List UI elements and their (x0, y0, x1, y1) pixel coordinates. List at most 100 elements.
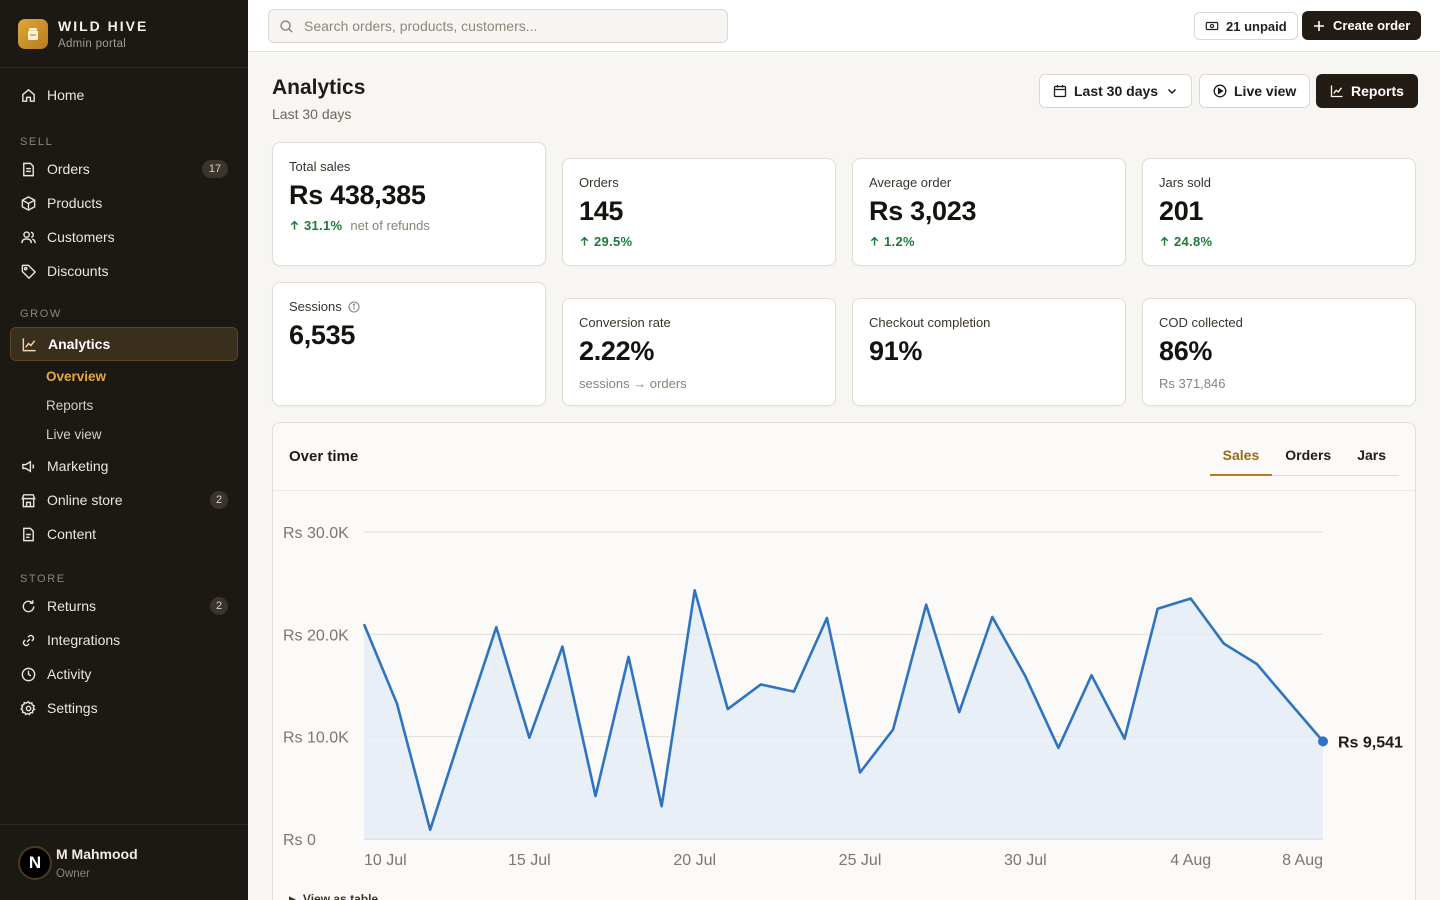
sidebar-item-label: Settings (47, 700, 98, 716)
sidebar-subitem-overview[interactable]: Overview (46, 369, 107, 384)
kpi-card-checkout-completion[interactable]: Checkout completion 91% (852, 298, 1126, 406)
kpi-card-total-sales[interactable]: Total sales Rs 438,385 31.1% net of refu… (272, 142, 546, 266)
search-input[interactable] (304, 18, 704, 34)
sidebar-item-label: Marketing (47, 458, 109, 474)
sidebar-item-online-store[interactable]: Online store 2 (10, 483, 238, 517)
box-icon (21, 195, 36, 211)
x-tick-label: 4 Aug (1170, 852, 1211, 869)
create-order-label: Create order (1333, 18, 1411, 33)
orders-icon (23, 162, 34, 176)
tab-jars[interactable]: Jars (1357, 447, 1386, 463)
kpi-card-cod-collected[interactable]: COD collected 86% Rs 371,846 (1142, 298, 1416, 406)
sales-over-time-chart[interactable]: Rs 0 Rs 10.0K Rs 20.0K Rs 30.0K Rs 9,541 10 J… (273, 491, 1415, 891)
brand-subtitle: Admin portal (58, 37, 127, 50)
info-icon[interactable] (348, 300, 360, 313)
sidebar-subitem-reports[interactable]: Reports (46, 398, 94, 413)
store-icon (21, 493, 36, 507)
page-subtitle: Last 30 days (272, 106, 352, 122)
kpi-label: Sessions (289, 299, 529, 314)
kpi-label: Orders (579, 175, 619, 190)
user-name: M Mahmood (56, 845, 138, 862)
sidebar-item-content[interactable]: Content (10, 517, 238, 551)
live-view-button[interactable]: Live view (1199, 74, 1311, 108)
x-tick-label: 15 Jul (508, 852, 551, 869)
kpi-label: Jars sold (1159, 175, 1212, 190)
nav-section-sell: SELL (20, 136, 54, 148)
y-tick-label: Rs 20.0K (283, 627, 349, 644)
kpi-delta: 29.5% (579, 234, 632, 249)
kpi-delta: 24.8% (1159, 234, 1212, 249)
kpi-card-orders[interactable]: Orders 145 29.5% (562, 158, 836, 266)
sidebar-subitem-live-view[interactable]: Live view (46, 427, 102, 442)
kpi-card-average-order[interactable]: Average order Rs 3,023 1.2% (852, 158, 1126, 266)
metric-tabs: Sales Orders Jars (1209, 441, 1399, 476)
tab-orders[interactable]: Orders (1285, 447, 1332, 463)
unpaid-orders-button[interactable]: 21 unpaid (1194, 12, 1298, 40)
sidebar-nav: Home SELL Orders 17 Products Customers D… (0, 68, 248, 725)
kpi-card-conversion-rate[interactable]: Conversion rate 2.22% sessions → orders (562, 298, 836, 406)
chart-line-icon (1330, 85, 1343, 98)
sidebar-item-integrations[interactable]: Integrations (10, 623, 238, 657)
home-icon (22, 88, 35, 102)
x-tick-label: 8 Aug (1282, 852, 1323, 869)
sidebar-item-settings[interactable]: Settings (10, 691, 238, 725)
series-area (364, 590, 1323, 839)
sidebar-item-home[interactable]: Home (10, 78, 238, 112)
arrow-up-icon (1160, 236, 1169, 246)
kpi-card-sessions[interactable]: Sessions 6,535 (272, 282, 546, 406)
sidebar-item-products[interactable]: Products (10, 186, 238, 220)
sidebar-item-discounts[interactable]: Discounts (10, 254, 238, 288)
x-tick-label: 10 Jul (364, 852, 407, 869)
y-tick-label: Rs 10.0K (283, 730, 349, 747)
kpi-label: COD collected (1159, 315, 1243, 330)
kpi-value: 6,535 (289, 320, 356, 350)
kpi-delta: 31.1% (289, 218, 342, 233)
nav-section-store: STORE (20, 573, 66, 585)
sidebar-item-analytics[interactable]: Analytics (10, 327, 238, 361)
kpi-label: Conversion rate (579, 315, 671, 330)
sidebar-item-returns[interactable]: Returns 2 (10, 589, 238, 623)
user-profile[interactable]: N M Mahmood Owner (0, 824, 248, 900)
search-box[interactable] (268, 9, 728, 43)
arrow-up-icon (870, 236, 879, 246)
kpi-value: 86% (1159, 336, 1213, 366)
sidebar-item-label: Home (47, 87, 85, 103)
link-icon (22, 634, 35, 646)
gear-icon (20, 700, 36, 716)
series-line (362, 589, 1324, 832)
sidebar-item-marketing[interactable]: Marketing (10, 449, 238, 483)
tab-sales[interactable]: Sales (1209, 441, 1273, 476)
sidebar-item-label: Online store (47, 492, 123, 508)
play-circle-icon (1213, 84, 1227, 98)
sidebar-item-label: Customers (47, 229, 115, 245)
page-title: Analytics (272, 76, 366, 99)
sidebar-item-label: Products (47, 195, 103, 211)
refresh-icon (22, 599, 35, 612)
avatar: N (18, 845, 52, 880)
arrow-up-icon (580, 236, 589, 246)
sidebar-item-customers[interactable]: Customers (10, 220, 238, 254)
reports-button[interactable]: Reports (1316, 74, 1418, 108)
arrow-up-icon (290, 220, 299, 230)
search-icon (280, 19, 293, 33)
sidebar-item-orders[interactable]: Orders 17 (10, 152, 238, 186)
create-order-button[interactable]: Create order (1302, 11, 1422, 40)
kpi-label: Total sales (289, 159, 351, 174)
user-role: Owner (56, 867, 90, 880)
x-tick-label: 20 Jul (673, 852, 716, 869)
last-value-label: Rs 9,541 (1338, 734, 1403, 751)
brand-name: WILD HIVE (58, 17, 149, 34)
view-as-table-toggle[interactable]: ▶ View as table (289, 892, 378, 900)
sidebar-item-label: Integrations (47, 632, 121, 648)
y-tick-label: Rs 0 (283, 832, 316, 849)
kpi-card-jars-sold[interactable]: Jars sold 201 24.8% (1142, 158, 1416, 266)
brand[interactable]: WILD HIVE Admin portal (0, 0, 248, 68)
sidebar-item-label: Orders (47, 161, 90, 177)
sidebar-item-activity[interactable]: Activity (10, 657, 238, 691)
orders-count-badge: 17 (202, 160, 228, 178)
online-store-badge: 2 (210, 491, 228, 509)
honey-jar-icon (18, 18, 48, 49)
kpi-note: sessions → orders (579, 376, 687, 391)
date-range-dropdown[interactable]: Last 30 days (1039, 74, 1193, 108)
clock-icon (21, 667, 36, 681)
